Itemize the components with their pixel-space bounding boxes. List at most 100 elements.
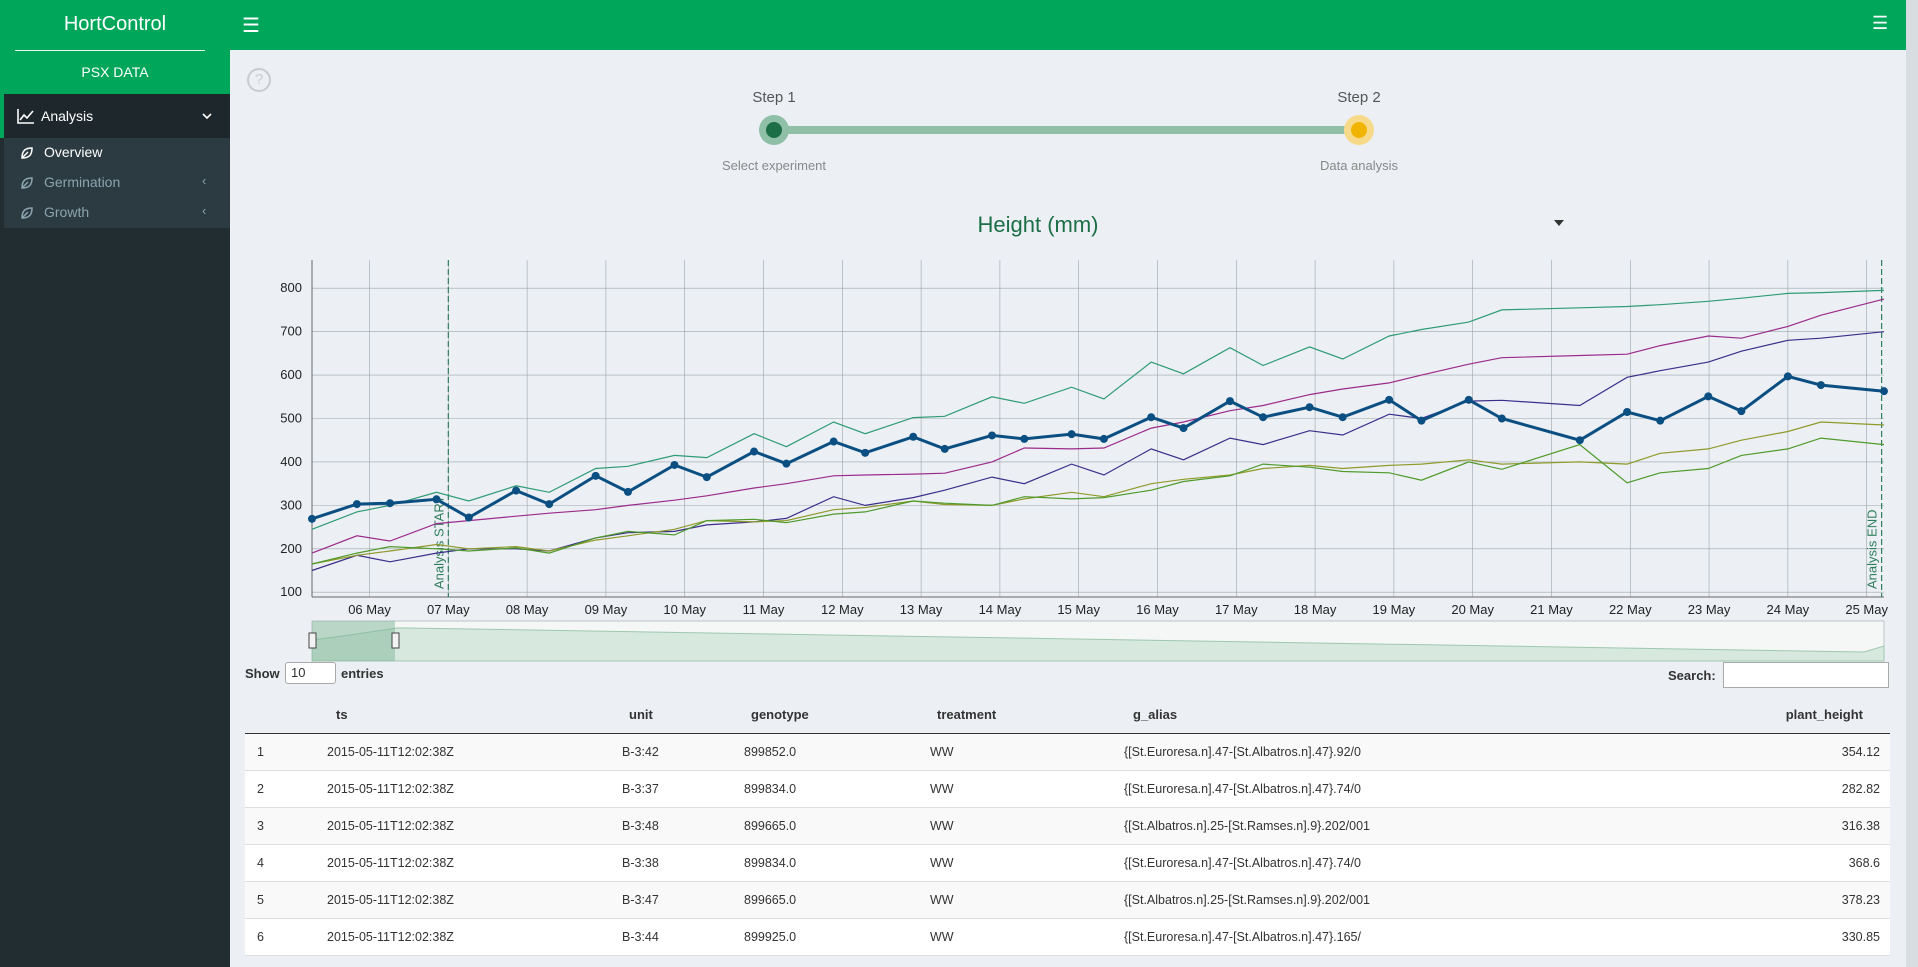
submenu-item[interactable]: Germination — [44, 174, 121, 190]
table-cell: 899665.0 — [744, 893, 797, 907]
menu-item[interactable] — [4, 94, 230, 138]
table-cell: 1 — [257, 745, 264, 759]
table-cell: 899665.0 — [744, 819, 797, 833]
table-cell: {[St.Euroresa.n].47-[St.Albatros.n].47}.… — [1124, 856, 1361, 870]
x-tick-label: 10 May — [663, 602, 706, 617]
column-header[interactable]: g_alias — [1133, 707, 1178, 722]
chevron: ‹ — [202, 173, 207, 188]
submenu-item[interactable]: Growth — [44, 204, 90, 220]
table-cell: {[St.Albatros.n].25-[St.Ramses.n].9}.202… — [1124, 819, 1370, 833]
point — [512, 486, 521, 495]
navigator-window — [312, 621, 395, 661]
table-cell: B-3:37 — [622, 782, 659, 796]
table-row — [245, 882, 1890, 919]
x-tick-label: 09 May — [585, 602, 628, 617]
table-cell: 2015-05-11T12:02:38Z — [327, 930, 454, 944]
table-cell: 368.6 — [1848, 856, 1880, 870]
point — [988, 431, 997, 440]
header-divider — [245, 733, 1890, 734]
brand-area — [0, 0, 230, 94]
point — [750, 447, 759, 456]
y-tick-label: 100 — [280, 584, 302, 599]
column-header[interactable]: treatment — [937, 707, 997, 722]
series-line — [311, 289, 1885, 530]
step-title: Step 2 — [1337, 89, 1380, 106]
table-cell: 282.82 — [1841, 782, 1880, 796]
point — [545, 500, 554, 509]
help-icon[interactable]: ? — [247, 68, 271, 92]
submenu-item[interactable]: Overview — [44, 144, 103, 160]
dropdown-caret[interactable] — [1554, 220, 1564, 226]
table-row — [245, 771, 1890, 808]
chart-title: Height (mm) — [977, 212, 1098, 237]
point — [702, 473, 711, 482]
submenu — [4, 138, 230, 228]
menu-label: Analysis — [41, 108, 94, 124]
menu-toggle[interactable]: ☰ — [242, 15, 260, 37]
table-cell: 6 — [257, 930, 264, 944]
point — [1783, 372, 1792, 381]
table-cell: B-3:38 — [622, 856, 659, 870]
annotation-label: Analysis START — [431, 496, 446, 589]
point — [670, 460, 679, 469]
leaf — [21, 207, 33, 219]
control-toggle[interactable]: ☰ — [1872, 13, 1889, 33]
chevron — [202, 113, 212, 120]
series-line — [311, 331, 1885, 572]
stepper: Step 1 Select experiment Step 2 Data ana… — [722, 89, 1399, 173]
table-cell: 354.12 — [1841, 745, 1880, 759]
point — [909, 432, 918, 441]
entries-label: entries — [341, 666, 384, 681]
plot-area — [312, 260, 1884, 597]
table-cell: 378.23 — [1841, 893, 1880, 907]
table-cell: B-3:42 — [622, 745, 659, 759]
table-row — [245, 919, 1890, 956]
step-caption: Data analysis — [1320, 158, 1399, 173]
leaf — [21, 147, 33, 159]
column-header[interactable]: ts — [336, 707, 348, 722]
point — [1385, 395, 1394, 404]
table-cell: 330.85 — [1841, 930, 1880, 944]
x-tick-label: 11 May — [743, 602, 785, 617]
table-cell: 2015-05-11T12:02:38Z — [327, 782, 454, 796]
point — [1880, 387, 1888, 396]
point — [861, 448, 870, 457]
table-row — [245, 734, 1890, 771]
x-tick-label: 23 May — [1688, 602, 1731, 617]
table-cell: WW — [930, 745, 954, 759]
x-tick-label: 07 May — [427, 602, 470, 617]
navigator-handle[interactable] — [391, 632, 400, 649]
x-tick-label: 15 May — [1057, 602, 1100, 617]
chevron: ‹ — [202, 203, 207, 218]
point — [1737, 407, 1746, 416]
table-cell: 316.38 — [1841, 819, 1880, 833]
leaf — [21, 177, 33, 189]
point — [1225, 397, 1234, 406]
column-header[interactable]: genotype — [751, 707, 809, 722]
x-tick-label: 25 May — [1845, 602, 1888, 617]
search-input[interactable] — [1723, 662, 1889, 688]
leaf-icon — [21, 177, 33, 189]
table-cell: WW — [930, 819, 954, 833]
series-line — [311, 437, 1885, 565]
point — [1147, 413, 1156, 422]
y-tick-label: 700 — [280, 324, 302, 339]
table-cell: {[St.Euroresa.n].47-[St.Albatros.n].47}.… — [1124, 782, 1361, 796]
point — [1816, 381, 1825, 390]
point — [940, 444, 949, 453]
point — [1497, 414, 1506, 423]
column-header[interactable]: plant_height — [1785, 707, 1863, 722]
table-cell: 2015-05-11T12:02:38Z — [327, 893, 454, 907]
page-size-select[interactable]: 10 — [285, 662, 336, 684]
table-cell: 899834.0 — [744, 856, 797, 870]
column-header[interactable]: unit — [629, 707, 653, 722]
navigator-handle[interactable] — [308, 632, 317, 649]
table-cell: B-3:47 — [622, 893, 659, 907]
active-marker — [0, 94, 4, 138]
table-cell: 3 — [257, 819, 264, 833]
point — [1417, 416, 1426, 425]
annotation-label: Analysis END — [1865, 510, 1880, 589]
point — [1464, 395, 1473, 404]
table-cell: WW — [930, 782, 954, 796]
